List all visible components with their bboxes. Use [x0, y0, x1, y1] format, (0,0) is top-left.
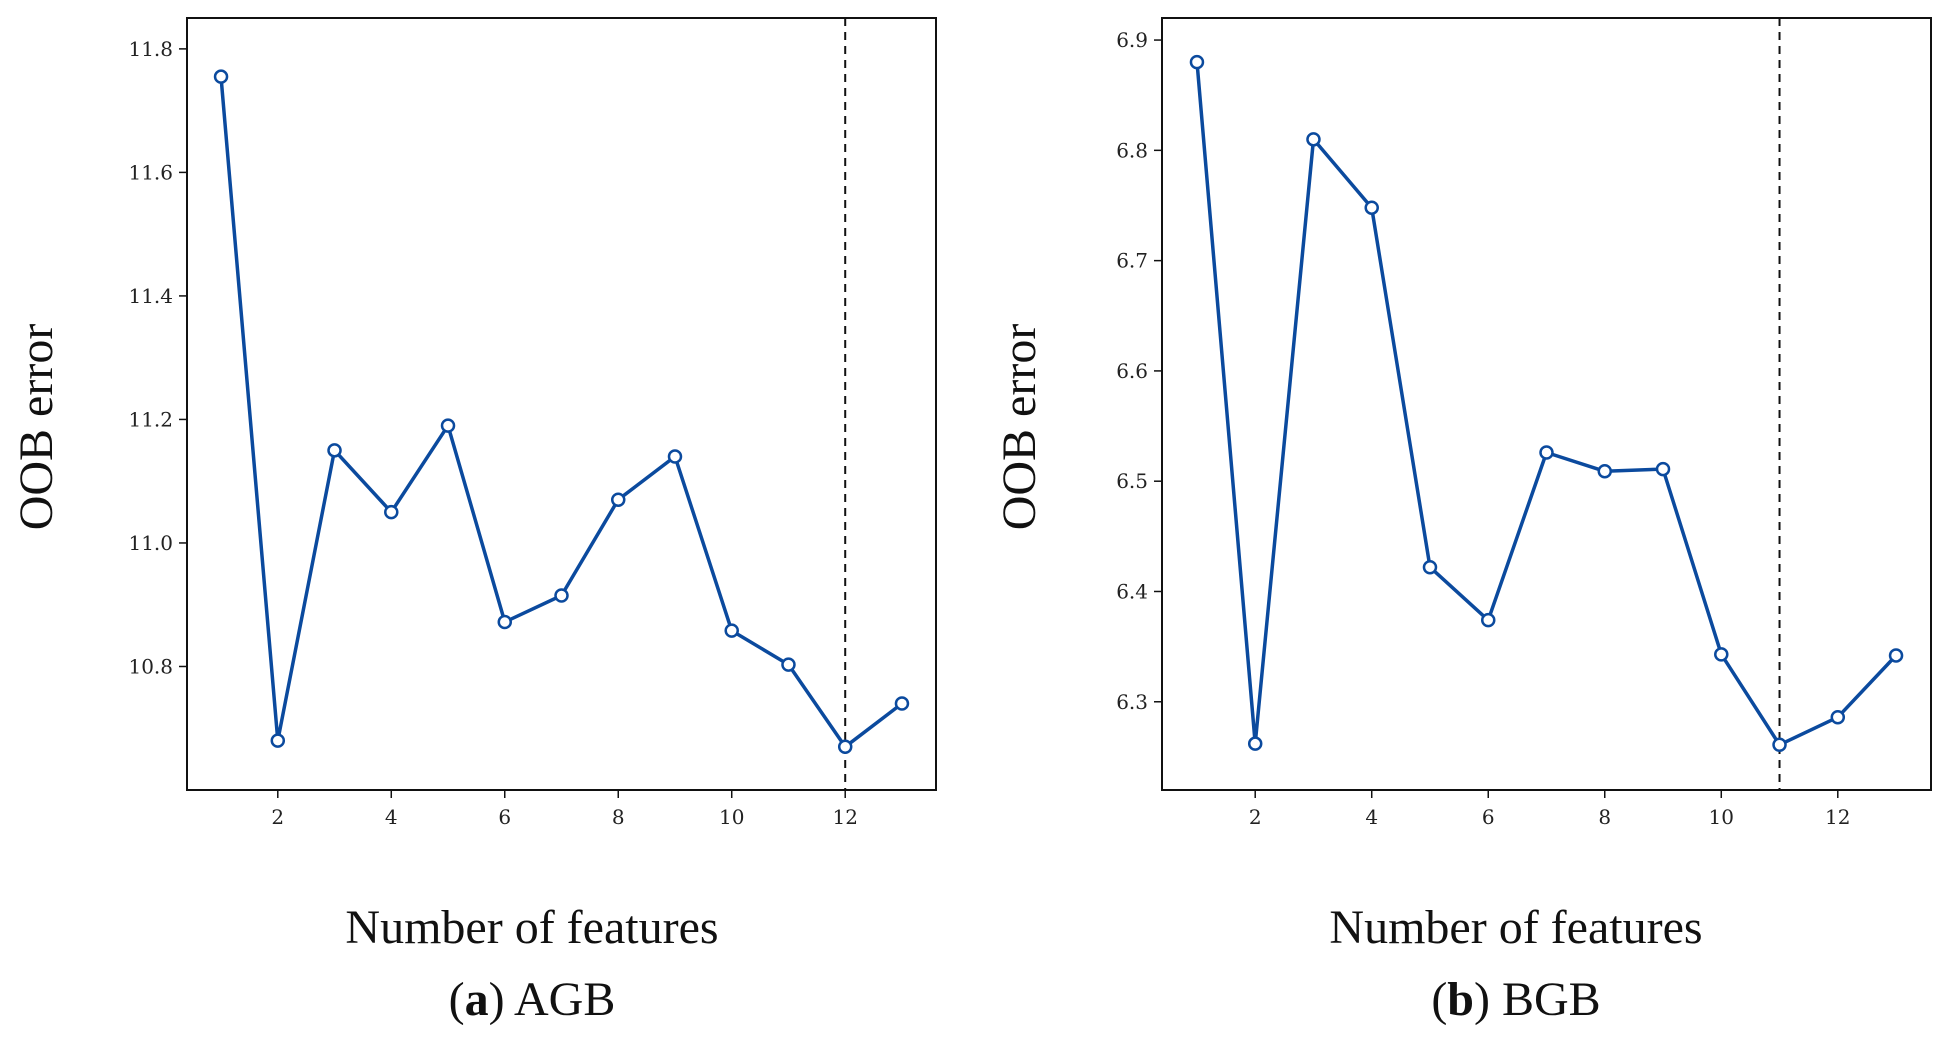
panel-b-x-axis-title: Number of features: [1329, 901, 1702, 954]
panel-b-y-axis-title: OOB error: [993, 324, 1046, 531]
panel-a-y-tick-label: 11.4: [128, 284, 173, 308]
panel-a-points: [213, 69, 910, 755]
panel-b-data-point: [1830, 709, 1846, 725]
panel-b-caption-label: b: [1447, 973, 1474, 1026]
panel-a-data-point: [667, 449, 683, 464]
panel-b-data-point: [1306, 132, 1321, 147]
panel-a-data-point: [837, 739, 853, 755]
panel-a-data-point: [781, 657, 796, 672]
panel-b-y-tick-label: 6.4: [1116, 579, 1148, 603]
panel-a-x-tick-label: 4: [385, 805, 398, 829]
panel-a-data-point: [270, 733, 286, 748]
panel-a-x-tick-label: 8: [612, 805, 625, 829]
panel-b-y-tick-label: 6.5: [1116, 469, 1148, 493]
panel-b-y-tick-label: 6.9: [1116, 28, 1148, 52]
panel-a-data-point: [327, 443, 342, 458]
panel-a-data-point: [724, 623, 739, 638]
panel-a-data-point: [894, 696, 910, 711]
panel-a-y-axis-title: OOB error: [10, 324, 63, 531]
panel-b-y-tick-label: 6.8: [1116, 138, 1148, 162]
panel-b-ticks: 2 4 6 8 10 12 6.3 6.4 6.5 6.6 6.7 6.8 6.9: [1116, 28, 1850, 829]
panel-b-x-tick-label: 10: [1709, 805, 1734, 829]
panel-a-x-tick-label: 12: [832, 805, 857, 829]
panel-b-y-tick-label: 6.3: [1116, 690, 1148, 714]
panel-b-plot-frame: [1161, 17, 1932, 791]
panel-a-ticks: 2 4 6 8 10 12 10.8 11.0 11.2 11.4 11.6 11.8: [128, 37, 857, 829]
panel-a-y-tick-label: 11.0: [128, 531, 173, 555]
panel-b: 2 4 6 8 10 126.36.46.56.66.76.86.9 OOB error …: [993, 17, 1932, 1026]
panel-a-y-tick-label: 11.2: [128, 407, 173, 431]
panel-a-caption-label: a: [465, 973, 489, 1026]
panel-a-y-tick-label: 11.6: [128, 160, 173, 184]
panel-a-x-tick-label: 10: [719, 805, 744, 829]
panel-b-data-point: [1655, 461, 1671, 477]
panel-b-x-tick-label: 12: [1825, 805, 1850, 829]
panel-a-caption-text: AGB: [514, 973, 615, 1026]
panel-b-y-tick-label: 6.6: [1116, 359, 1148, 383]
panel-a-series-line: [219, 76, 904, 749]
panel-b-data-point: [1247, 736, 1263, 751]
panel-a: 2 4 6 8 10 12 10.8 11.0 11.2 11.4 11.6 11.8 OOB err…: [10, 17, 937, 1026]
panel-b-caption-text: BGB: [1502, 973, 1601, 1026]
panel-b-y-tick-label: 6.7: [1116, 249, 1148, 273]
panel-a-x-tick-label: 6: [498, 805, 511, 829]
panel-b-caption: (b) BGB: [1431, 973, 1600, 1026]
panel-a-data-point: [497, 614, 513, 630]
panel-b-series-line: [1195, 61, 1898, 747]
panel-a-data-point: [554, 588, 569, 603]
panel-b-x-tick-label: 4: [1365, 805, 1378, 829]
panel-a-y-tick-label: 11.8: [128, 37, 173, 61]
panel-b-data-point: [1888, 648, 1904, 663]
panel-a-y-tick-label: 10.8: [128, 654, 173, 678]
panel-b-x-tick-label: 2: [1249, 805, 1262, 829]
panel-a-x-axis-title: Number of features: [345, 901, 718, 954]
panel-b-data-point: [1772, 737, 1787, 753]
panel-b-data-point: [1539, 445, 1554, 460]
panel-b-data-point: [1364, 200, 1379, 215]
panel-a-data-point: [440, 418, 456, 433]
panel-a-data-point: [384, 504, 399, 520]
panel-b-points: [1189, 54, 1904, 753]
panel-b-x-tick-label: 8: [1598, 805, 1611, 829]
panel-a-x-tick-label: 2: [271, 805, 284, 829]
panel-a-data-point: [213, 69, 229, 84]
panel-a-plot-frame: [186, 17, 937, 791]
panel-a-data-point: [610, 492, 626, 507]
panel-b-data-point: [1480, 612, 1496, 628]
panel-b-data-point: [1422, 559, 1438, 575]
panel-a-caption: (a) AGB: [449, 973, 616, 1026]
panel-b-data-point: [1189, 54, 1205, 70]
panel-b-x-tick-label: 6: [1482, 805, 1495, 829]
panel-b-data-point: [1597, 464, 1613, 479]
panel-b-data-point: [1714, 647, 1729, 662]
